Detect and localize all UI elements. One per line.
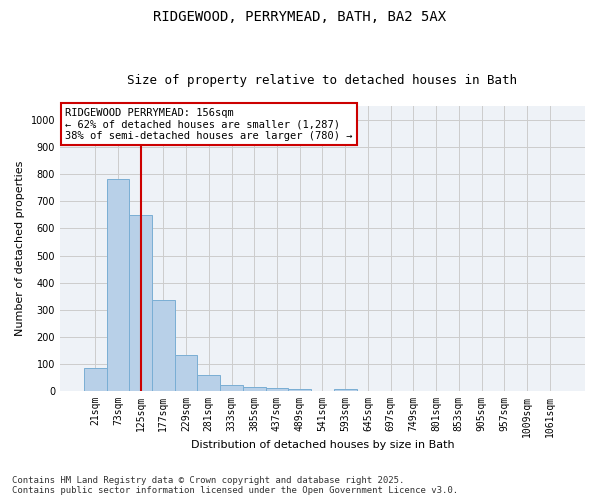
Bar — [289, 390, 311, 391]
Text: RIDGEWOOD, PERRYMEAD, BATH, BA2 5AX: RIDGEWOOD, PERRYMEAD, BATH, BA2 5AX — [154, 10, 446, 24]
X-axis label: Distribution of detached houses by size in Bath: Distribution of detached houses by size … — [191, 440, 454, 450]
Text: Contains HM Land Registry data © Crown copyright and database right 2025.
Contai: Contains HM Land Registry data © Crown c… — [12, 476, 458, 495]
Title: Size of property relative to detached houses in Bath: Size of property relative to detached ho… — [127, 74, 517, 87]
Bar — [129, 216, 152, 391]
Bar — [107, 178, 129, 391]
Bar — [266, 388, 289, 391]
Bar — [152, 300, 175, 391]
Bar — [175, 355, 197, 391]
Bar — [197, 375, 220, 391]
Text: RIDGEWOOD PERRYMEAD: 156sqm
← 62% of detached houses are smaller (1,287)
38% of : RIDGEWOOD PERRYMEAD: 156sqm ← 62% of det… — [65, 108, 353, 141]
Bar — [220, 386, 243, 391]
Bar — [84, 368, 107, 391]
Y-axis label: Number of detached properties: Number of detached properties — [15, 161, 25, 336]
Bar — [334, 388, 356, 391]
Bar — [243, 387, 266, 391]
